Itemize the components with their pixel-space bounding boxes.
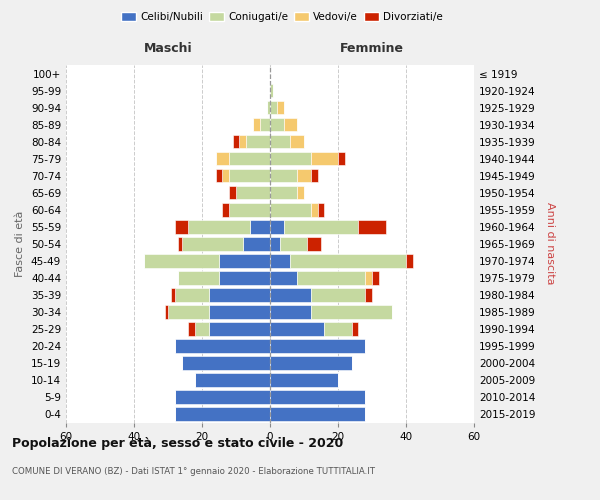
Bar: [270, 152, 311, 166]
Bar: [229, 152, 270, 166]
Bar: [236, 186, 270, 200]
Bar: [266, 101, 270, 114]
Bar: [233, 135, 239, 148]
Bar: [172, 288, 175, 302]
Bar: [144, 254, 219, 268]
Bar: [270, 322, 325, 336]
Bar: [325, 322, 352, 336]
Bar: [260, 118, 270, 132]
Bar: [195, 322, 209, 336]
Bar: [311, 305, 392, 318]
Bar: [311, 203, 317, 216]
Bar: [270, 356, 352, 370]
Bar: [219, 271, 270, 284]
Bar: [209, 322, 270, 336]
Bar: [175, 390, 270, 404]
Bar: [317, 203, 325, 216]
Bar: [239, 135, 246, 148]
Bar: [270, 390, 365, 404]
Bar: [365, 288, 372, 302]
Bar: [219, 254, 270, 268]
Bar: [297, 186, 304, 200]
Bar: [277, 101, 284, 114]
Bar: [164, 305, 168, 318]
Bar: [270, 186, 297, 200]
Bar: [290, 254, 406, 268]
Bar: [175, 288, 209, 302]
Bar: [297, 169, 311, 182]
Bar: [280, 237, 307, 250]
Bar: [311, 169, 317, 182]
Bar: [168, 305, 209, 318]
Bar: [175, 407, 270, 421]
Bar: [270, 118, 284, 132]
Bar: [223, 169, 229, 182]
Bar: [182, 237, 243, 250]
Bar: [352, 322, 358, 336]
Text: Maschi: Maschi: [143, 42, 193, 55]
Bar: [270, 288, 311, 302]
Bar: [270, 373, 338, 387]
Bar: [311, 152, 338, 166]
Bar: [311, 288, 365, 302]
Bar: [215, 152, 229, 166]
Bar: [209, 288, 270, 302]
Bar: [358, 220, 386, 234]
Bar: [270, 407, 365, 421]
Bar: [250, 220, 270, 234]
Bar: [215, 169, 223, 182]
Legend: Celibi/Nubili, Coniugati/e, Vedovi/e, Divorziati/e: Celibi/Nubili, Coniugati/e, Vedovi/e, Di…: [117, 8, 447, 26]
Bar: [270, 135, 290, 148]
Bar: [372, 271, 379, 284]
Bar: [270, 339, 365, 352]
Bar: [290, 135, 304, 148]
Text: Femmine: Femmine: [340, 42, 404, 55]
Bar: [175, 220, 188, 234]
Bar: [270, 254, 290, 268]
Bar: [229, 169, 270, 182]
Bar: [253, 118, 260, 132]
Bar: [178, 237, 182, 250]
Bar: [270, 203, 311, 216]
Bar: [188, 322, 195, 336]
Bar: [175, 339, 270, 352]
Bar: [338, 152, 345, 166]
Bar: [195, 373, 270, 387]
Bar: [188, 220, 250, 234]
Bar: [229, 203, 270, 216]
Bar: [178, 271, 219, 284]
Text: Popolazione per età, sesso e stato civile - 2020: Popolazione per età, sesso e stato civil…: [12, 438, 343, 450]
Bar: [307, 237, 321, 250]
Bar: [406, 254, 413, 268]
Y-axis label: Anni di nascita: Anni di nascita: [545, 202, 555, 285]
Bar: [246, 135, 270, 148]
Bar: [270, 220, 284, 234]
Bar: [182, 356, 270, 370]
Text: COMUNE DI VERANO (BZ) - Dati ISTAT 1° gennaio 2020 - Elaborazione TUTTITALIA.IT: COMUNE DI VERANO (BZ) - Dati ISTAT 1° ge…: [12, 468, 375, 476]
Y-axis label: Fasce di età: Fasce di età: [16, 210, 25, 277]
Bar: [284, 220, 358, 234]
Bar: [270, 237, 280, 250]
Bar: [365, 271, 372, 284]
Bar: [270, 101, 277, 114]
Bar: [284, 118, 297, 132]
Bar: [270, 84, 274, 98]
Bar: [223, 203, 229, 216]
Bar: [209, 305, 270, 318]
Bar: [270, 169, 297, 182]
Bar: [270, 305, 311, 318]
Bar: [270, 271, 297, 284]
Bar: [229, 186, 236, 200]
Bar: [297, 271, 365, 284]
Bar: [243, 237, 270, 250]
